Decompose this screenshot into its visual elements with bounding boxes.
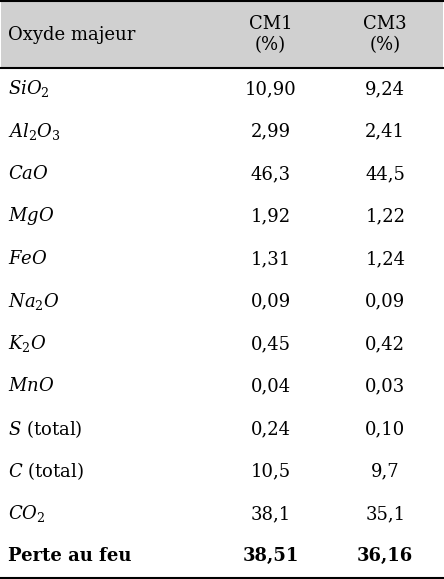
Text: $S$ (total): $S$ (total): [8, 418, 83, 440]
Text: 1,31: 1,31: [250, 250, 291, 268]
Text: $MgO$: $MgO$: [8, 206, 55, 228]
Text: 1,24: 1,24: [365, 250, 405, 268]
Text: 44,5: 44,5: [365, 165, 405, 183]
Text: 10,5: 10,5: [250, 463, 290, 481]
Text: 2,99: 2,99: [250, 122, 290, 140]
Text: 9,7: 9,7: [371, 463, 400, 481]
Text: $FeO$: $FeO$: [8, 250, 48, 268]
Text: $Na_2O$: $Na_2O$: [8, 291, 60, 312]
Text: $K_2O$: $K_2O$: [8, 334, 47, 354]
Bar: [1, 1, 443, 68]
Text: 38,1: 38,1: [250, 505, 291, 523]
Text: 0,42: 0,42: [365, 335, 405, 353]
Text: $C$ (total): $C$ (total): [8, 460, 84, 482]
Text: $CO_2$: $CO_2$: [8, 503, 45, 525]
Text: 0,45: 0,45: [250, 335, 290, 353]
Text: 36,16: 36,16: [357, 547, 413, 565]
Text: 2,41: 2,41: [365, 122, 405, 140]
Text: Perte au feu: Perte au feu: [8, 547, 131, 565]
Text: $MnO$: $MnO$: [8, 378, 55, 395]
Text: 46,3: 46,3: [250, 165, 290, 183]
Text: 10,90: 10,90: [245, 80, 297, 98]
Text: CM3
(%): CM3 (%): [364, 15, 407, 54]
Text: 0,09: 0,09: [250, 292, 291, 310]
Text: 9,24: 9,24: [365, 80, 405, 98]
Text: $CaO$: $CaO$: [8, 165, 49, 183]
Text: 0,09: 0,09: [365, 292, 405, 310]
Text: 1,22: 1,22: [365, 207, 405, 225]
Text: 38,51: 38,51: [242, 547, 299, 565]
Text: 35,1: 35,1: [365, 505, 405, 523]
Text: Oxyde majeur: Oxyde majeur: [8, 25, 135, 43]
Text: CM1
(%): CM1 (%): [249, 15, 292, 54]
Text: 0,10: 0,10: [365, 420, 405, 438]
Text: 0,03: 0,03: [365, 378, 405, 395]
Text: 0,24: 0,24: [250, 420, 290, 438]
Text: $SiO_2$: $SiO_2$: [8, 78, 50, 100]
Text: $Al_2O_3$: $Al_2O_3$: [8, 121, 60, 142]
Text: 1,92: 1,92: [250, 207, 290, 225]
Text: 0,04: 0,04: [250, 378, 290, 395]
